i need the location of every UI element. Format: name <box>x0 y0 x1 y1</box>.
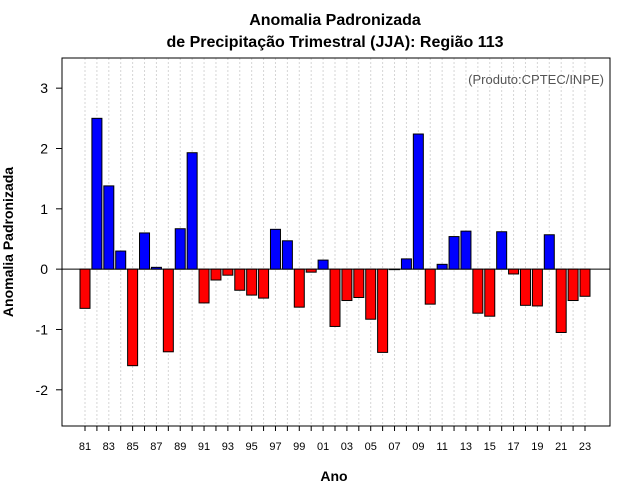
bar-16 <box>496 231 508 270</box>
bar-92 <box>210 268 222 281</box>
bar-91 <box>198 268 210 304</box>
x-axis: 81 83 85 87 89 91 93 95 97 99 01 03 05 07 09 11 13 15 17 19… <box>79 426 591 453</box>
bar-03 <box>341 268 353 302</box>
bar-02 <box>329 268 341 327</box>
x-tick-label: 93 <box>222 441 234 453</box>
bar-15 <box>484 268 496 317</box>
bar-88 <box>162 268 174 353</box>
bar-99 <box>293 268 305 308</box>
chart-title: Anomalia Padronizada <box>249 12 421 29</box>
y-tick-label: -1 <box>36 321 49 337</box>
bar-07 <box>389 268 401 271</box>
bar-82 <box>91 117 103 270</box>
bar-95 <box>246 268 258 296</box>
plot-frame <box>61 57 611 427</box>
x-tick-label: 01 <box>317 441 329 453</box>
bar-05 <box>365 268 377 320</box>
bar-85 <box>127 268 139 367</box>
x-tick-label: 03 <box>341 441 353 453</box>
bar-14 <box>472 268 484 314</box>
chart-subtitle: de Precipitação Trimestral (JJA): Região… <box>166 34 503 51</box>
bar-19 <box>531 268 543 307</box>
x-tick-label: 13 <box>460 441 472 453</box>
bar-17 <box>508 268 520 275</box>
y-tick-label: 0 <box>40 261 48 277</box>
x-tick-label: 81 <box>79 441 91 453</box>
x-axis-title: Ano <box>320 468 347 484</box>
x-tick-label: 95 <box>246 441 258 453</box>
bar-97 <box>269 228 281 270</box>
bar-84 <box>115 250 127 270</box>
bar-08 <box>400 258 412 270</box>
x-tick-label: 91 <box>198 441 210 453</box>
x-tick-label: 87 <box>150 441 162 453</box>
x-tick-label: 99 <box>293 441 305 453</box>
bar-22 <box>567 268 579 302</box>
bar-00 <box>305 268 317 273</box>
bar-20 <box>543 234 555 270</box>
bar-12 <box>448 236 460 270</box>
y-axis-title: Anomalia Padronizada <box>0 167 16 317</box>
bar-87 <box>150 266 162 270</box>
bar-13 <box>460 230 472 270</box>
x-tick-label: 05 <box>365 441 377 453</box>
bar-09 <box>412 133 424 270</box>
bar-10 <box>424 268 436 305</box>
x-tick-label: 15 <box>484 441 496 453</box>
x-tick-label: 21 <box>555 441 567 453</box>
bar-94 <box>234 268 246 291</box>
x-tick-label: 89 <box>174 441 186 453</box>
bar-93 <box>222 268 234 276</box>
bar-86 <box>139 232 151 270</box>
bar-81 <box>79 268 91 309</box>
x-tick-label: 09 <box>412 441 424 453</box>
bar-11 <box>436 263 448 270</box>
x-tick-label: 23 <box>579 441 591 453</box>
bar-04 <box>353 268 365 299</box>
bar-06 <box>377 268 389 353</box>
credit-label: (Produto:CPTEC/INPE) <box>468 72 604 87</box>
x-tick-label: 17 <box>507 441 519 453</box>
gridlines <box>84 58 586 426</box>
x-tick-label: 07 <box>388 441 400 453</box>
y-tick-label: 2 <box>40 140 48 156</box>
y-axis: -2 -1 0 1 2 3 <box>36 80 62 398</box>
bar-01 <box>317 259 329 270</box>
y-tick-label: -2 <box>36 382 49 398</box>
bar-98 <box>281 240 293 270</box>
bar-23 <box>579 268 591 297</box>
x-tick-label: 97 <box>269 441 281 453</box>
bar-18 <box>519 268 531 306</box>
bar-83 <box>103 185 115 270</box>
x-tick-label: 19 <box>531 441 543 453</box>
bar-89 <box>174 228 186 270</box>
bars <box>79 117 591 367</box>
x-tick-label: 11 <box>436 441 447 453</box>
bar-21 <box>555 268 567 333</box>
x-tick-label: 83 <box>103 441 115 453</box>
y-tick-label: 1 <box>40 201 48 217</box>
y-tick-label: 3 <box>40 80 48 96</box>
bar-96 <box>258 268 270 299</box>
x-tick-label: 85 <box>126 441 138 453</box>
bar-90 <box>186 152 198 270</box>
